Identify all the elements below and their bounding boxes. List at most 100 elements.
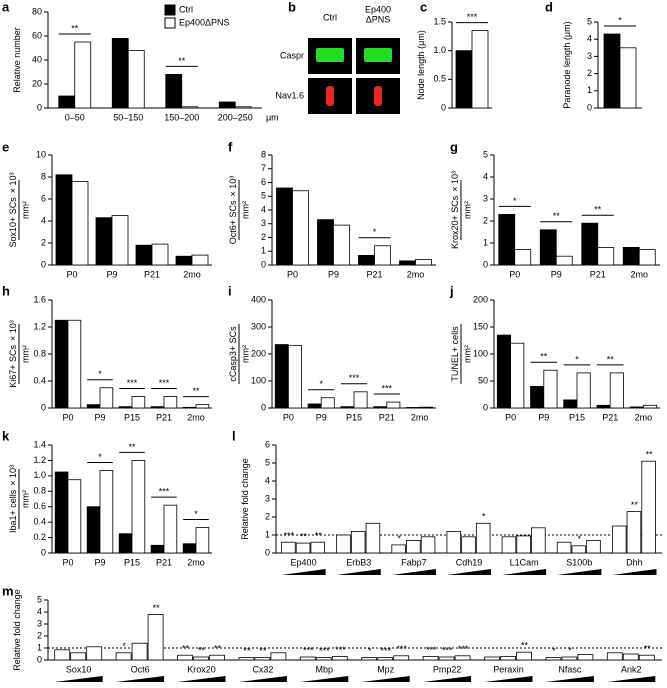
significance: * [194,509,198,519]
x-tick-label: Oct6 [131,664,150,674]
y-tick-label: 8 [41,171,46,181]
y-tick-label: 3 [261,218,266,228]
x-tick-label: P0 [283,412,294,422]
significance: * [397,533,401,543]
bar [315,657,332,661]
x-tick-label: 0–50 [65,112,85,122]
y-tick-label: 200 [251,348,266,358]
bar [516,535,531,554]
y-tick-label: 6 [265,439,270,449]
x-tick-label: 200–250 [218,112,253,122]
y-tick-label: 8 [261,149,266,159]
dose-wedge [612,569,657,575]
x-tick-label: P9 [551,269,562,279]
y-axis-label: Node length (μm) [416,30,426,100]
significance: ** [315,531,323,541]
y-tick-label: 150 [473,321,488,331]
legend-label: Ep400ΔPNS [179,17,230,27]
column-label: Ep400 [365,4,391,14]
x-tick-label: P21 [379,412,395,422]
panel-letter: e [2,139,9,154]
dose-wedge [336,569,381,575]
bar [281,541,296,554]
bar [498,213,516,266]
bar [115,652,132,661]
bar [86,404,101,409]
stain [364,48,392,62]
bar [111,215,129,266]
x-tick-label: 150–200 [164,112,199,122]
bar [331,656,348,661]
y-axis-label-text: Relative number [12,27,22,93]
y-tick-label: 10 [36,149,46,159]
y-tick-label: 0 [41,547,46,557]
x-tick-label: 50–150 [113,112,143,122]
x-tick-label: Ank2 [621,664,642,674]
y-tick-label: 5 [265,457,270,467]
bar [135,244,153,266]
significance: *** [159,487,170,497]
row-label: Caspr [280,50,304,60]
bar [577,654,594,661]
y-tick-label: 6 [41,193,46,203]
significance: *** [303,645,314,655]
panel-letter: i [228,283,232,298]
x-tick-label: P15 [124,412,140,422]
dose-wedge [177,676,226,682]
x-tick-label: Pmp22 [433,664,462,674]
y-tick-label: 20 [32,78,42,88]
bar [147,614,164,661]
y-axis-label: TUNEL+ cells [450,326,460,382]
y-tick-label: 100 [251,375,266,385]
x-tick-label: Mbp [316,664,334,674]
significance: ** [646,450,654,460]
x-tick-label: 2mo [187,557,205,567]
bar [353,391,368,409]
y-axis-label-unit: mm² [462,201,472,219]
x-tick-label: 2mo [630,269,648,279]
x-tick-label: P15 [569,412,585,422]
significance: *** [335,645,346,655]
y-axis-label-unit: mm² [20,345,30,363]
y-axis-label: Iba1+ cells × 10³ [8,465,18,533]
dose-wedge [502,569,547,575]
y-tick-label: 0.5 [433,74,446,84]
y-axis-label-text: Iba1+ cells [8,489,18,533]
y-tick-label: 0 [441,102,446,112]
bar [336,534,351,554]
x-tick-label: Mpz [377,664,395,674]
x-tick-label: P0 [509,269,520,279]
x-tick-label: Dhh [626,557,643,567]
bar [374,245,391,266]
bar [500,656,516,661]
y-axis-label: Relative number [12,27,22,93]
y-axis-label: Krox20+ SCs × 10³ [450,171,460,249]
significance: ** [259,646,267,656]
x-tick-label: P21 [156,557,172,567]
bar [539,229,557,266]
x-tick-label: P0 [505,412,516,422]
x-tick-label: ErbB3 [346,557,371,567]
dose-wedge [607,676,656,682]
x-unit: μm [266,112,279,122]
bar [86,506,101,554]
y-tick-label: 3 [587,51,592,61]
significance: *** [319,646,330,656]
y-tick-label: 1 [483,237,488,247]
stain [326,86,334,106]
y-tick-label: 0.6 [33,501,46,511]
y-tick-label: 0.4 [33,375,46,385]
y-axis-label-scale: × 10³ [8,465,18,486]
dose-wedge [557,569,602,575]
panel-letter: l [232,428,236,443]
bar [455,50,473,109]
significance: *** [159,378,170,388]
significance: *** [458,644,469,654]
y-tick-label: 100 [473,348,488,358]
bar [576,372,591,409]
bar [67,479,82,554]
bar [127,50,145,109]
y-tick-label: 4 [265,475,270,485]
y-tick-label: 3 [265,493,270,503]
y-tick-label: 3 [37,618,42,628]
